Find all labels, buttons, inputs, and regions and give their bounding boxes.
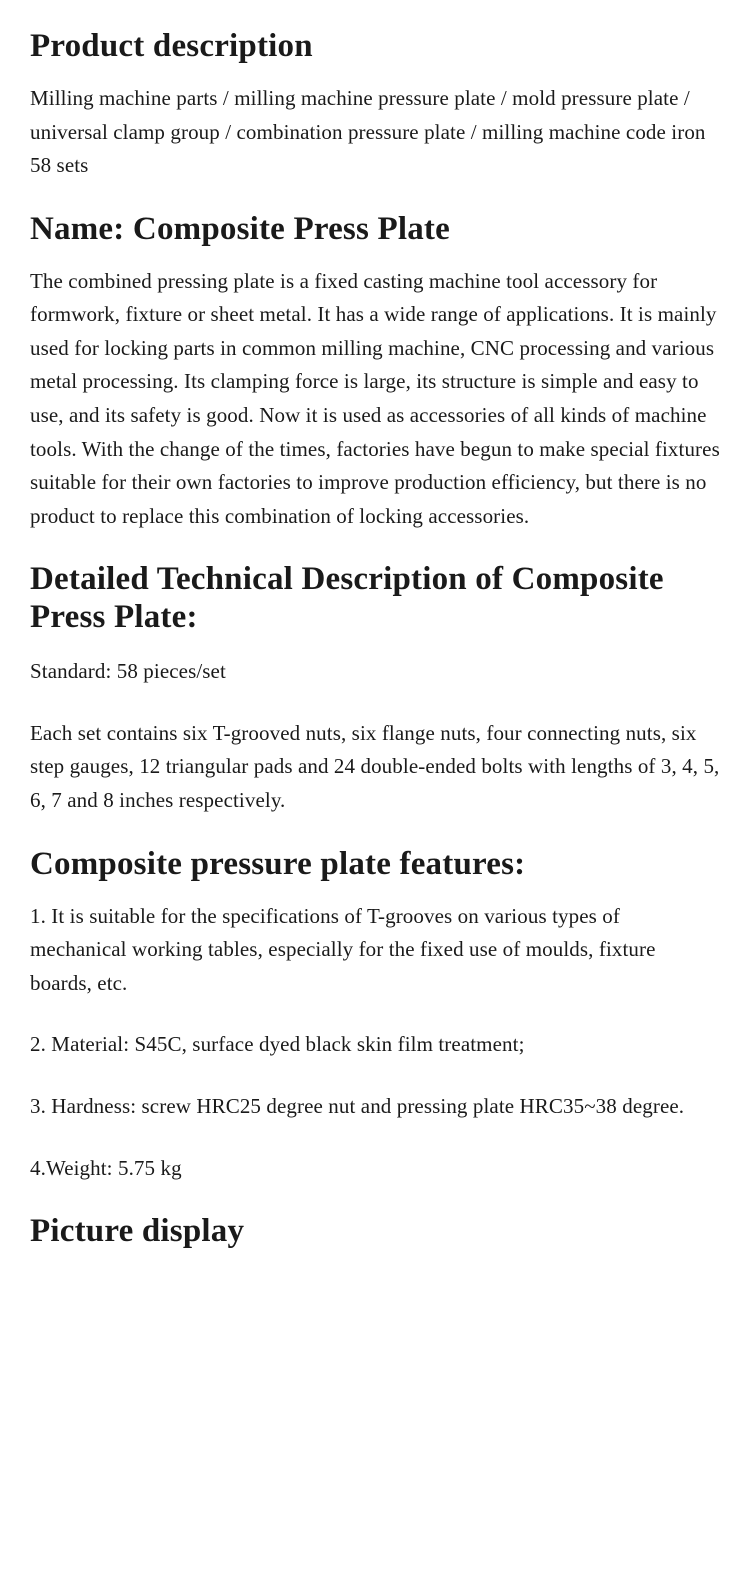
section-technical-description: Detailed Technical Description of Compos… (30, 561, 720, 817)
feature-item: 1. It is suitable for the specifications… (30, 900, 720, 1001)
paragraph-group: Standard: 58 pieces/set Each set contain… (30, 655, 720, 817)
paragraph: The combined pressing plate is a fixed c… (30, 265, 720, 534)
section-product-description: Product description Milling machine part… (30, 28, 720, 183)
feature-list: 1. It is suitable for the specifications… (30, 900, 720, 1186)
heading-features: Composite pressure plate features: (30, 846, 720, 884)
paragraph: Standard: 58 pieces/set (30, 655, 720, 689)
section-picture-display: Picture display (30, 1213, 720, 1251)
feature-item: 3. Hardness: screw HRC25 degree nut and … (30, 1090, 720, 1124)
heading-name: Name: Composite Press Plate (30, 211, 720, 249)
feature-item: 2. Material: S45C, surface dyed black sk… (30, 1028, 720, 1062)
heading-product-description: Product description (30, 28, 720, 66)
paragraph: Each set contains six T-grooved nuts, si… (30, 717, 720, 818)
heading-picture-display: Picture display (30, 1213, 720, 1251)
section-name: Name: Composite Press Plate The combined… (30, 211, 720, 534)
section-features: Composite pressure plate features: 1. It… (30, 846, 720, 1186)
feature-item: 4.Weight: 5.75 kg (30, 1152, 720, 1186)
heading-technical-description: Detailed Technical Description of Compos… (30, 561, 720, 637)
paragraph: Milling machine parts / milling machine … (30, 82, 720, 183)
